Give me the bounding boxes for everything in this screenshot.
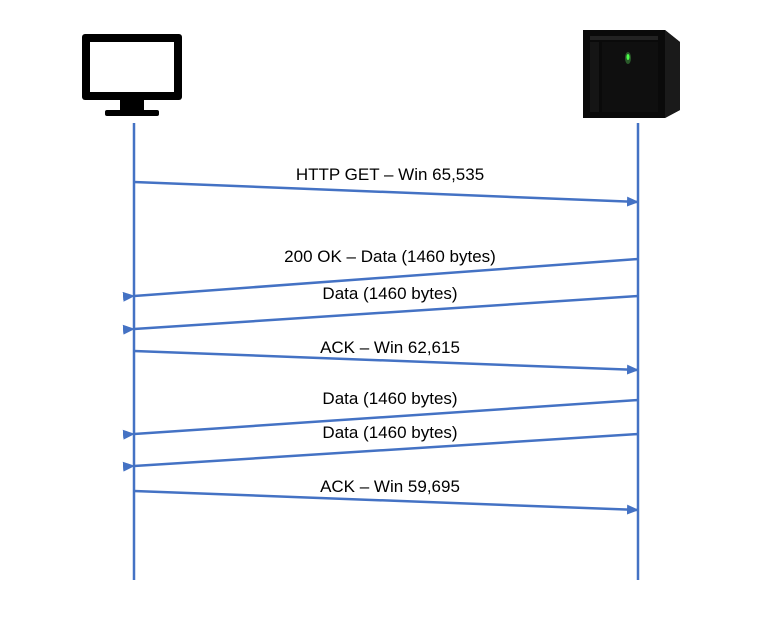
- msg-label-5: Data (1460 bytes): [322, 389, 457, 409]
- msg-label-3: Data (1460 bytes): [322, 284, 457, 304]
- msg-label-7: ACK – Win 59,695: [320, 477, 460, 497]
- msg-label-2: 200 OK – Data (1460 bytes): [284, 247, 496, 267]
- sequence-diagram: HTTP GET – Win 65,535 200 OK – Data (146…: [0, 0, 772, 627]
- client-icon: [82, 34, 182, 116]
- server-icon: [583, 30, 680, 118]
- msg-label-4: ACK – Win 62,615: [320, 338, 460, 358]
- msg-label-6: Data (1460 bytes): [322, 423, 457, 443]
- msg-arrow-1: [134, 182, 638, 202]
- diagram-svg: [0, 0, 772, 627]
- msg-label-1: HTTP GET – Win 65,535: [296, 165, 484, 185]
